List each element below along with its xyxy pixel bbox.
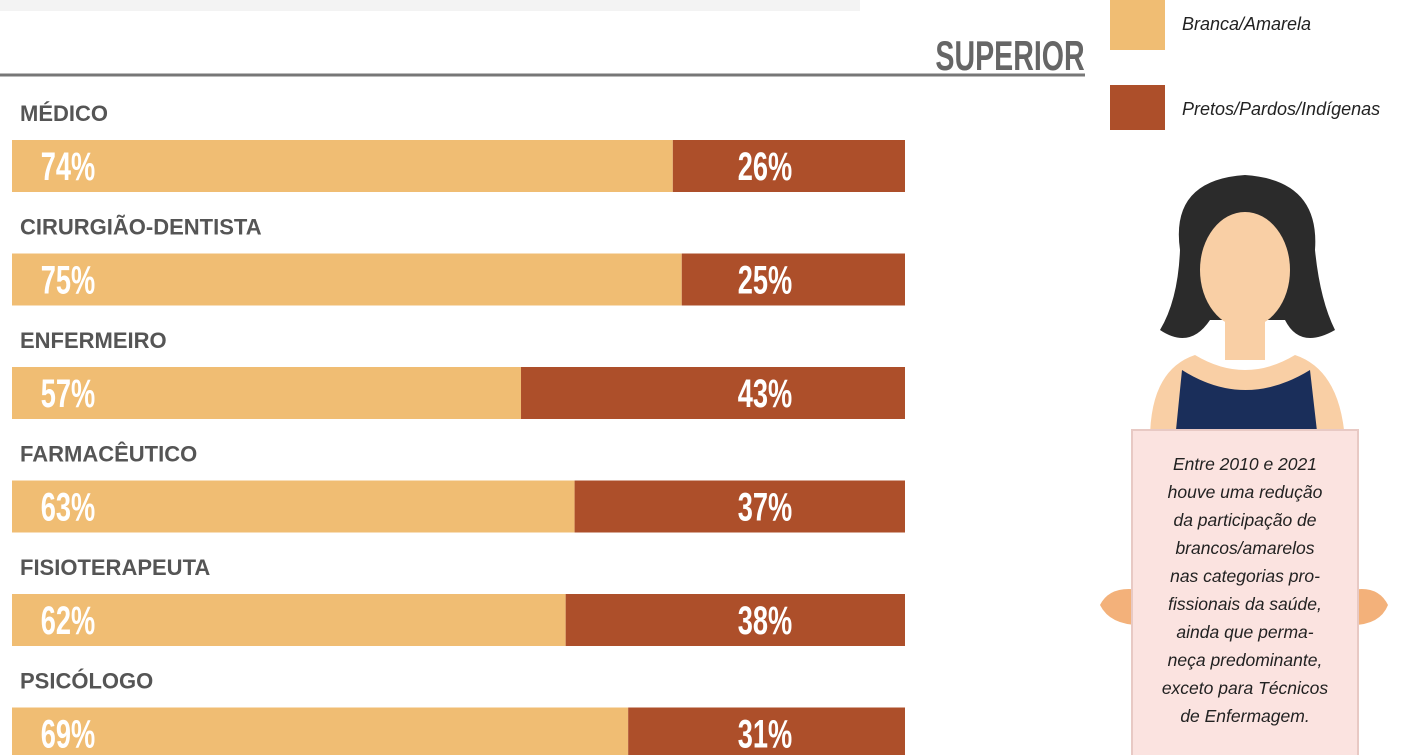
note-line: brancos/amarelos [1175,538,1314,558]
category-label: MÉDICO [20,101,108,126]
bar-segment [521,367,905,419]
bar-segment [565,594,905,646]
value-label: 37% [738,485,792,529]
value-label: 75% [41,258,95,302]
dress [1175,370,1318,440]
bar-segment [12,594,566,646]
top-band [0,0,860,11]
sign [1131,429,1359,755]
value-label: 31% [738,712,792,755]
bar-segment [672,140,905,192]
right-hand [1352,589,1388,625]
left-hand [1100,589,1140,625]
note-line: fissionais da saúde, [1168,594,1322,614]
legend-label: Pretos/Pardos/Indígenas [1182,99,1380,119]
value-label: 63% [41,485,95,529]
category-label: FARMACÊUTICO [20,442,197,467]
neck [1225,315,1265,360]
note-line: houve uma redução [1168,482,1323,502]
bar-segment [628,707,905,755]
illustration [1100,175,1388,755]
legend-label: Branca/Amarela [1182,14,1311,34]
note-line: da participação de [1173,510,1316,530]
note-line: de Enfermagem. [1180,706,1309,726]
value-label: 69% [41,712,95,755]
legend-swatch [1110,85,1165,130]
note-line: ainda que perma- [1176,622,1313,642]
note-line: nas categorias pro- [1170,566,1320,586]
note-line: neça predominante, [1168,650,1323,670]
bar-segment [12,253,682,306]
bar-segment [681,253,905,306]
value-label: 25% [738,258,792,302]
category-label: PSICÓLOGO [20,669,153,694]
bar-segment [12,707,629,755]
value-label: 57% [41,372,95,416]
face [1200,212,1290,328]
bar-segment [12,480,575,533]
bar-segment [12,140,673,192]
value-label: 62% [41,599,95,643]
category-label: ENFERMEIRO [20,328,167,353]
value-label: 43% [738,372,792,416]
bar-segment [12,367,522,419]
category-label: CIRURGIÃO-DENTISTA [20,215,262,240]
bar-segment [574,480,905,533]
chart-title: SUPERIOR [935,31,1084,79]
value-label: 38% [738,599,792,643]
value-label: 74% [41,145,95,189]
category-label: FISIOTERAPEUTA [20,555,210,580]
note-line: Entre 2010 e 2021 [1173,454,1317,474]
note-line: exceto para Técnicos [1162,678,1329,698]
value-label: 26% [738,145,792,189]
legend-swatch [1110,0,1165,50]
